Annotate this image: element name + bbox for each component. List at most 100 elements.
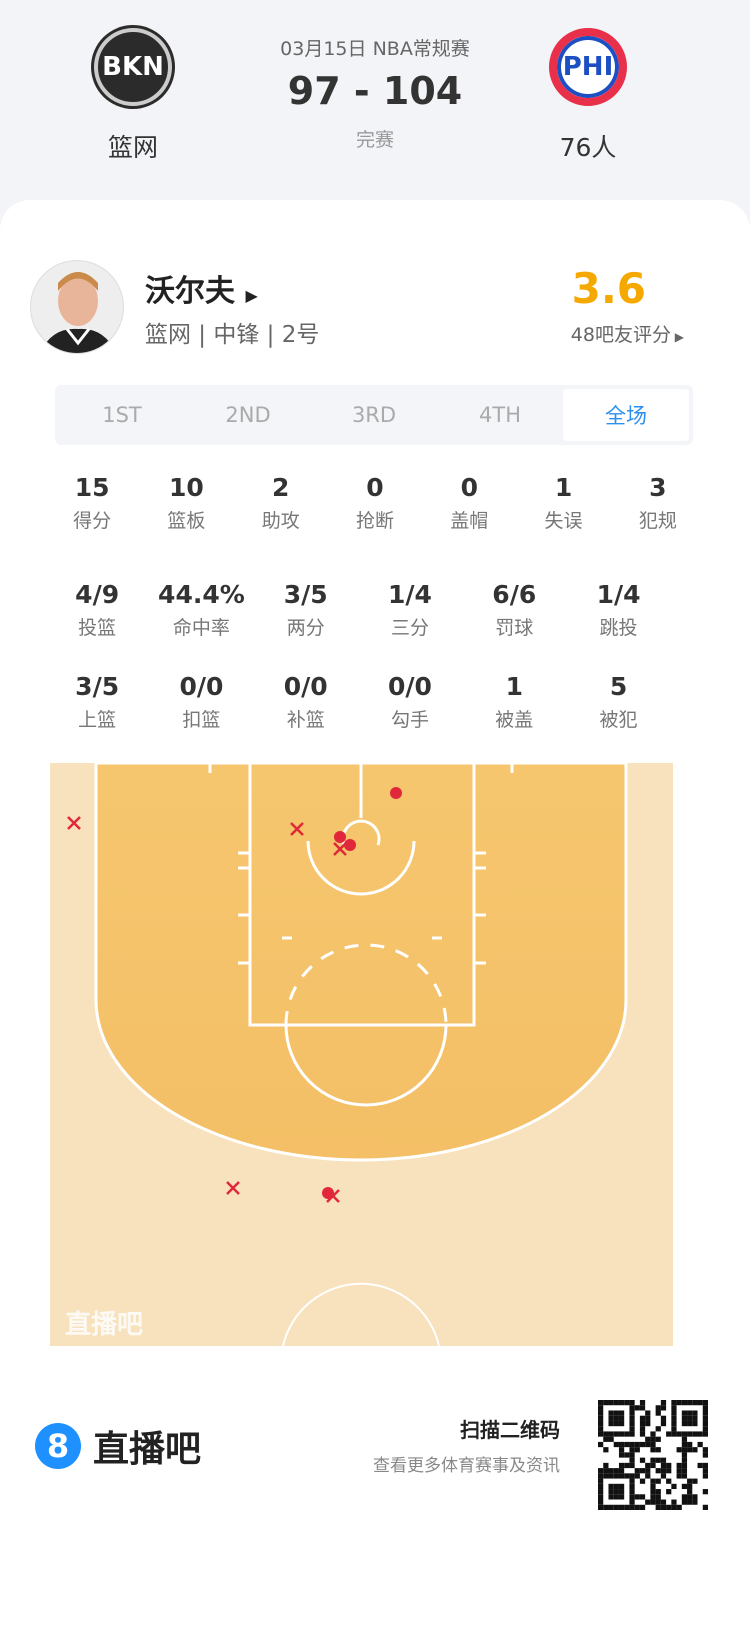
stat-item: 5 被犯: [566, 672, 670, 732]
stat-item: 0/0 勾手: [358, 672, 462, 732]
stat-value: 3: [649, 473, 667, 502]
game-status: 完赛: [355, 129, 394, 151]
tab-full-game[interactable]: 全场: [563, 389, 689, 441]
stat-label: 补篮: [286, 709, 325, 731]
stat-label: 篮板: [167, 510, 206, 532]
stat-value: 0: [460, 473, 478, 502]
missed-shot-marker: [326, 1189, 340, 1203]
stats-row: 4/9 投篮 44.4% 命中率 3/5 两分 1/4 三分 6/6 罚球 1/4 跳投: [45, 580, 671, 640]
stat-value: 44.4%: [158, 580, 245, 609]
court-lines: [208, 763, 514, 1346]
stat-value: 1: [554, 473, 573, 502]
stat-label: 两分: [286, 617, 325, 639]
game-date: 03月15日 NBA常规赛: [280, 38, 470, 60]
stat-value: 3/5: [75, 672, 120, 701]
stat-item: 3/5 上篮: [45, 672, 149, 732]
watermark: 直播吧: [65, 1310, 143, 1340]
stat-item: 1/4 三分: [358, 580, 462, 640]
stat-value: 10: [169, 473, 204, 502]
stat-label: 失误: [544, 510, 583, 532]
stat-value: 4/9: [75, 580, 120, 609]
stat-item: 3 犯规: [611, 473, 705, 533]
home-team[interactable]: BKN 篮网: [73, 28, 193, 164]
stat-label: 罚球: [495, 617, 534, 639]
player-card: 沃尔夫 ▶ 篮网 | 中锋 | 2号 3.6 48吧友评分 ▶ 1ST 2ND …: [0, 200, 750, 1629]
stat-label: 投篮: [78, 617, 117, 639]
stat-label: 上篮: [78, 709, 117, 731]
stat-label: 助攻: [261, 510, 300, 532]
made-shot-marker: [344, 839, 356, 851]
home-team-name: 篮网: [107, 133, 158, 162]
made-shot-marker: [334, 831, 346, 843]
stat-label: 跳投: [599, 617, 638, 639]
scan-subtitle: 查看更多体育赛事及资讯: [373, 1456, 560, 1476]
stat-value: 0/0: [283, 672, 328, 701]
period-tabs: 1ST 2ND 3RD 4TH 全场: [55, 385, 693, 445]
rating-link[interactable]: 48吧友评分 ▶: [571, 320, 684, 347]
stat-label: 命中率: [172, 617, 230, 639]
stat-value: 1: [505, 672, 523, 701]
tab-4th[interactable]: 4TH: [479, 403, 521, 427]
caret-right-icon: ▶: [245, 286, 258, 305]
three-point-area: [94, 763, 628, 1162]
stat-item: 15 得分: [45, 473, 139, 533]
stat-value: 0/0: [388, 672, 432, 701]
stat-label: 得分: [73, 510, 112, 532]
stat-item: 0 抢断: [328, 473, 422, 533]
player-name-text: 沃尔夫: [145, 274, 235, 309]
stat-item: 0 盖帽: [422, 473, 516, 533]
stat-value: 1/4: [388, 580, 432, 609]
stat-label: 盖帽: [450, 510, 489, 532]
missed-shot-marker: [333, 842, 347, 856]
player-name[interactable]: 沃尔夫 ▶: [145, 266, 258, 310]
stat-value: 0/0: [179, 672, 224, 701]
stat-label: 被盖: [495, 709, 534, 731]
stat-value: 2: [272, 473, 290, 502]
stat-item: 4/9 投篮: [45, 580, 149, 640]
missed-shot-marker: [226, 1181, 240, 1195]
game-score: 97 - 104: [287, 69, 463, 113]
made-shot-marker: [390, 787, 402, 799]
stat-label: 勾手: [390, 709, 429, 731]
stat-value: 5: [609, 672, 628, 701]
player-rating: 3.6: [571, 264, 646, 313]
stat-item: 3/5 两分: [254, 580, 358, 640]
player-avatar: [30, 260, 124, 354]
brand-logo: 8 直播吧: [35, 1420, 201, 1472]
stat-value: 0: [366, 473, 384, 502]
stat-value: 3/5: [283, 580, 328, 609]
stat-value: 6/6: [492, 580, 537, 609]
stat-value: 15: [74, 473, 110, 502]
stat-item: 1/4 跳投: [566, 580, 670, 640]
tab-1st[interactable]: 1ST: [102, 403, 142, 427]
tab-2nd[interactable]: 2ND: [225, 403, 271, 427]
stat-label: 抢断: [355, 510, 394, 532]
stat-label: 犯规: [638, 510, 677, 532]
away-team[interactable]: PHI 76人: [528, 28, 648, 164]
stat-item: 10 篮板: [139, 473, 233, 533]
qr-code[interactable]: [598, 1400, 708, 1510]
stat-item: 44.4% 命中率: [149, 580, 253, 640]
stat-item: 0/0 补篮: [254, 672, 358, 732]
away-team-name: 76人: [559, 133, 617, 162]
shot-chart: 直播吧: [50, 763, 673, 1346]
player-info: 篮网 | 中锋 | 2号: [145, 322, 320, 348]
stat-item: 0/0 扣篮: [149, 672, 253, 732]
caret-right-icon: ▶: [670, 330, 684, 344]
stat-label: 被犯: [599, 709, 638, 731]
home-team-logo: BKN: [94, 28, 172, 106]
tab-3rd[interactable]: 3RD: [351, 403, 397, 427]
scan-title: 扫描二维码: [460, 1418, 560, 1442]
brand-name: 直播吧: [93, 1429, 202, 1470]
away-team-logo: PHI: [549, 28, 627, 106]
made-shot-marker: [322, 1187, 334, 1199]
rating-label: 48吧友评分: [570, 324, 671, 346]
stat-item: 2 助攻: [234, 473, 328, 533]
stats-row: 3/5 上篮 0/0 扣篮 0/0 补篮 0/0 勾手 1 被盖 5 被犯: [45, 672, 671, 732]
missed-shot-marker: [290, 822, 304, 836]
stat-item: 1 失误: [516, 473, 610, 533]
stat-item: 6/6 罚球: [462, 580, 566, 640]
stat-value: 1/4: [596, 580, 641, 609]
stat-label: 扣篮: [182, 709, 221, 731]
stat-item: 1 被盖: [462, 672, 566, 732]
